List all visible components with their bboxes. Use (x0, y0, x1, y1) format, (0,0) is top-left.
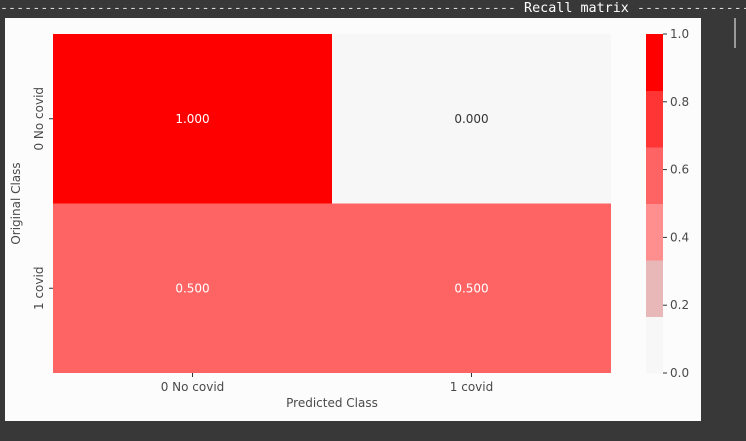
heatmap-cell (332, 203, 611, 373)
colorbar-tick-label: 0.6 (670, 163, 689, 177)
colorbar-segment (646, 90, 663, 148)
recall-matrix-heatmap: 1.000 0.000 0.500 0.500 0 No covid 1 covid 0 N… (9, 27, 689, 410)
cell-annotation: 0.500 (175, 281, 209, 295)
header-dashes-right: ------------------ (636, 1, 746, 16)
colorbar-segment (646, 34, 663, 91)
colorbar-tick-label: 0.0 (670, 366, 689, 380)
colorbar-tick-label: 1.0 (670, 27, 689, 41)
header-dashes-left: ----------------------------------------… (0, 1, 516, 16)
cell-annotation: 0.000 (454, 112, 488, 126)
cell-annotation: 1.000 (175, 112, 209, 126)
output-scrollbar[interactable] (734, 18, 736, 48)
y-tick-label: 1 covid (32, 267, 46, 310)
colorbar-tick-label: 0.4 (670, 230, 689, 244)
cell-output-header: ----------------------------------------… (0, 0, 746, 18)
heatmap-cell (53, 34, 332, 204)
heatmap-cell (53, 203, 332, 373)
colorbar-segment (646, 316, 663, 374)
x-axis-label: Predicted Class (286, 396, 378, 410)
chart-title: Recall matrix (515, 1, 637, 16)
y-tick-label: 0 No covid (32, 87, 46, 151)
y-axis-label: Original Class (9, 162, 23, 244)
heatmap-cell (332, 34, 611, 204)
cell-annotation: 0.500 (454, 281, 488, 295)
colorbar-segment (646, 203, 663, 261)
colorbar-tick-label: 0.8 (670, 95, 689, 109)
colorbar-segment (646, 260, 663, 317)
x-tick-label: 1 covid (450, 380, 493, 394)
colorbar-tick-label: 0.2 (670, 298, 689, 312)
x-tick-label: 0 No covid (161, 380, 225, 394)
plot-panel: 1.000 0.000 0.500 0.500 0 No covid 1 covid 0 N… (5, 18, 701, 421)
colorbar-segment (646, 147, 663, 204)
